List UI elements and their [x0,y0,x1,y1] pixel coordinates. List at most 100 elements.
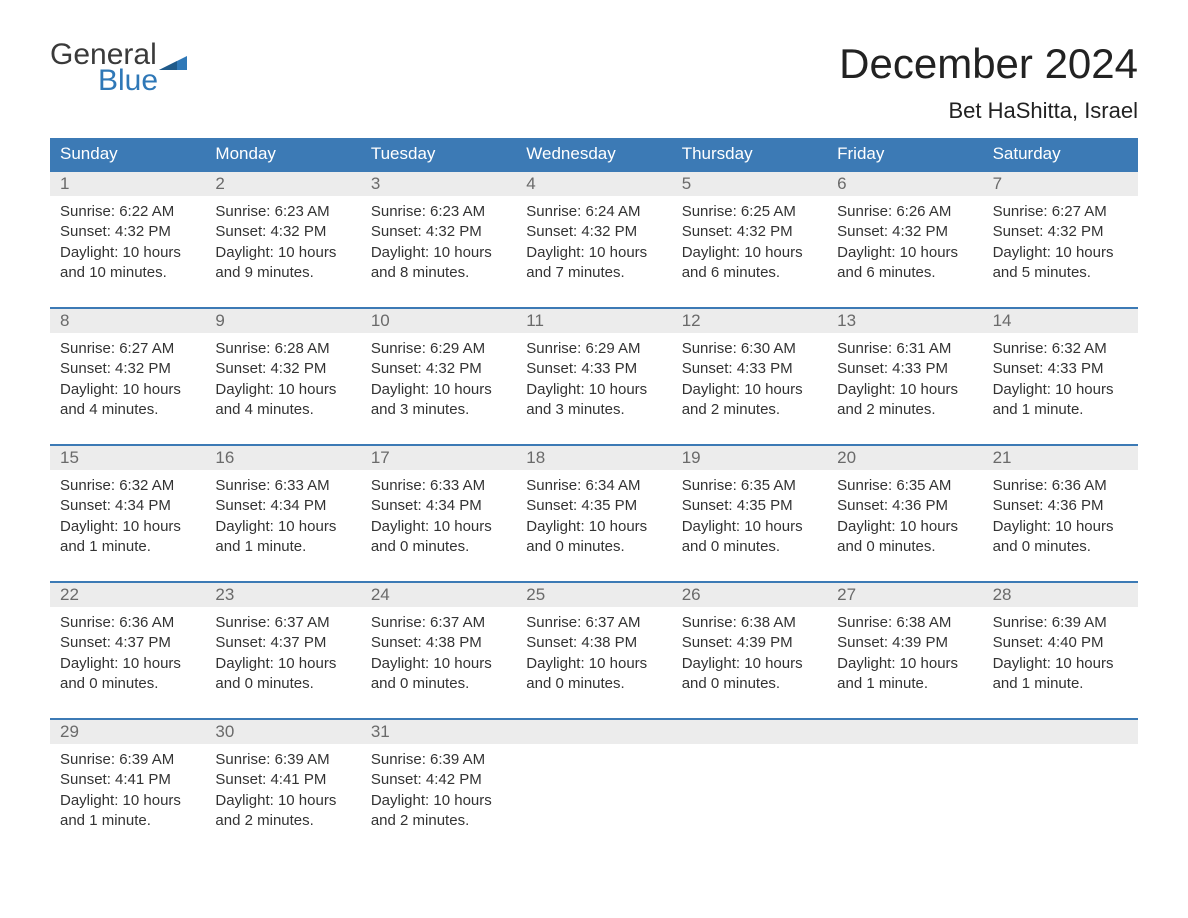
cell-sunrise: Sunrise: 6:36 AM [60,613,195,633]
calendar-cell: Sunrise: 6:39 AMSunset: 4:42 PMDaylight:… [361,744,516,841]
cell-sunset: Sunset: 4:32 PM [215,359,350,379]
cell-d1: Daylight: 10 hours [371,517,506,537]
weekday-label: Sunday [50,138,205,170]
calendar-cell: Sunrise: 6:22 AMSunset: 4:32 PMDaylight:… [50,196,205,293]
cell-d2: and 6 minutes. [682,263,817,283]
day-number: 31 [361,720,516,744]
cell-d1: Daylight: 10 hours [682,517,817,537]
cell-d2: and 8 minutes. [371,263,506,283]
cell-d2: and 6 minutes. [837,263,972,283]
cell-d2: and 1 minute. [215,537,350,557]
cell-d2: and 0 minutes. [60,674,195,694]
calendar-cell: Sunrise: 6:23 AMSunset: 4:32 PMDaylight:… [205,196,360,293]
cell-d2: and 2 minutes. [371,811,506,831]
cell-sunset: Sunset: 4:36 PM [837,496,972,516]
day-number: 18 [516,446,671,470]
cell-d2: and 1 minute. [993,400,1128,420]
cell-sunrise: Sunrise: 6:31 AM [837,339,972,359]
cell-sunrise: Sunrise: 6:23 AM [371,202,506,222]
cell-sunrise: Sunrise: 6:32 AM [993,339,1128,359]
calendar-cell: Sunrise: 6:33 AMSunset: 4:34 PMDaylight:… [361,470,516,567]
cell-d1: Daylight: 10 hours [60,654,195,674]
cell-sunrise: Sunrise: 6:23 AM [215,202,350,222]
cell-d1: Daylight: 10 hours [526,243,661,263]
cell-d1: Daylight: 10 hours [837,517,972,537]
cell-sunrise: Sunrise: 6:29 AM [526,339,661,359]
weekday-label: Tuesday [361,138,516,170]
calendar: Sunday Monday Tuesday Wednesday Thursday… [50,138,1138,841]
cell-sunrise: Sunrise: 6:34 AM [526,476,661,496]
title-block: December 2024 Bet HaShitta, Israel [839,40,1138,134]
day-number-row: 15161718192021 [50,446,1138,470]
cell-d1: Daylight: 10 hours [60,517,195,537]
cell-d1: Daylight: 10 hours [993,380,1128,400]
weekday-label: Friday [827,138,982,170]
cell-sunset: Sunset: 4:32 PM [371,222,506,242]
day-number: 2 [205,172,360,196]
cell-sunrise: Sunrise: 6:22 AM [60,202,195,222]
weekday-label: Wednesday [516,138,671,170]
cell-d1: Daylight: 10 hours [215,380,350,400]
cell-d2: and 0 minutes. [371,674,506,694]
cell-sunrise: Sunrise: 6:29 AM [371,339,506,359]
cell-d2: and 1 minute. [60,537,195,557]
weekday-header: Sunday Monday Tuesday Wednesday Thursday… [50,138,1138,170]
cell-d1: Daylight: 10 hours [215,517,350,537]
calendar-cell: Sunrise: 6:37 AMSunset: 4:37 PMDaylight:… [205,607,360,704]
calendar-week: 891011121314Sunrise: 6:27 AMSunset: 4:32… [50,307,1138,430]
cell-sunset: Sunset: 4:36 PM [993,496,1128,516]
calendar-cell: Sunrise: 6:36 AMSunset: 4:36 PMDaylight:… [983,470,1138,567]
day-number: 14 [983,309,1138,333]
calendar-cell: Sunrise: 6:23 AMSunset: 4:32 PMDaylight:… [361,196,516,293]
cell-sunset: Sunset: 4:41 PM [215,770,350,790]
day-number: 7 [983,172,1138,196]
calendar-cell: Sunrise: 6:37 AMSunset: 4:38 PMDaylight:… [361,607,516,704]
cell-sunrise: Sunrise: 6:37 AM [215,613,350,633]
day-number-row: 293031 [50,720,1138,744]
cell-d1: Daylight: 10 hours [371,791,506,811]
day-number: 21 [983,446,1138,470]
cell-sunset: Sunset: 4:33 PM [837,359,972,379]
calendar-cell [983,744,1138,841]
cell-sunset: Sunset: 4:42 PM [371,770,506,790]
day-number: 29 [50,720,205,744]
day-number: 13 [827,309,982,333]
cell-d2: and 0 minutes. [526,674,661,694]
calendar-cell: Sunrise: 6:32 AMSunset: 4:34 PMDaylight:… [50,470,205,567]
cell-sunset: Sunset: 4:32 PM [60,222,195,242]
day-number: 16 [205,446,360,470]
calendar-cell: Sunrise: 6:37 AMSunset: 4:38 PMDaylight:… [516,607,671,704]
cell-d1: Daylight: 10 hours [60,380,195,400]
calendar-week: 1234567Sunrise: 6:22 AMSunset: 4:32 PMDa… [50,170,1138,293]
cell-d2: and 4 minutes. [215,400,350,420]
cell-sunrise: Sunrise: 6:24 AM [526,202,661,222]
cell-sunset: Sunset: 4:32 PM [526,222,661,242]
logo-word-blue: Blue [50,66,187,96]
cell-d1: Daylight: 10 hours [215,791,350,811]
cell-sunrise: Sunrise: 6:33 AM [371,476,506,496]
cell-sunset: Sunset: 4:32 PM [371,359,506,379]
cell-sunset: Sunset: 4:32 PM [837,222,972,242]
day-number: 11 [516,309,671,333]
cell-d2: and 0 minutes. [371,537,506,557]
cell-d2: and 5 minutes. [993,263,1128,283]
cell-sunset: Sunset: 4:32 PM [215,222,350,242]
cell-sunrise: Sunrise: 6:33 AM [215,476,350,496]
day-number: 25 [516,583,671,607]
cell-d1: Daylight: 10 hours [371,654,506,674]
calendar-cell: Sunrise: 6:31 AMSunset: 4:33 PMDaylight:… [827,333,982,430]
cell-sunrise: Sunrise: 6:39 AM [60,750,195,770]
cell-d2: and 2 minutes. [837,400,972,420]
calendar-cell [672,744,827,841]
cell-sunrise: Sunrise: 6:25 AM [682,202,817,222]
cell-sunset: Sunset: 4:41 PM [60,770,195,790]
calendar-cell: Sunrise: 6:29 AMSunset: 4:32 PMDaylight:… [361,333,516,430]
cell-d1: Daylight: 10 hours [837,654,972,674]
day-number: 27 [827,583,982,607]
day-number: 17 [361,446,516,470]
calendar-cell: Sunrise: 6:38 AMSunset: 4:39 PMDaylight:… [672,607,827,704]
calendar-cell: Sunrise: 6:27 AMSunset: 4:32 PMDaylight:… [50,333,205,430]
day-number: 20 [827,446,982,470]
day-number-row: 891011121314 [50,309,1138,333]
cell-d1: Daylight: 10 hours [60,791,195,811]
